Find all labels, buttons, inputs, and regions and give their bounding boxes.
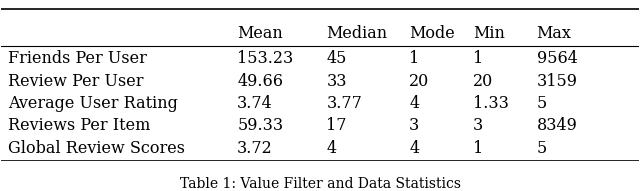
Text: 3.77: 3.77 (326, 95, 362, 112)
Text: Max: Max (537, 25, 572, 42)
Text: Median: Median (326, 25, 387, 42)
Text: 3.72: 3.72 (237, 140, 273, 157)
Text: Mode: Mode (409, 25, 455, 42)
Text: 3.74: 3.74 (237, 95, 273, 112)
Text: Table 1: Value Filter and Data Statistics: Table 1: Value Filter and Data Statistic… (179, 177, 461, 191)
Text: 4: 4 (409, 140, 419, 157)
Text: 3: 3 (409, 117, 419, 134)
Text: 1: 1 (473, 50, 483, 67)
Text: 59.33: 59.33 (237, 117, 284, 134)
Text: 17: 17 (326, 117, 347, 134)
Text: 20: 20 (409, 73, 429, 90)
Text: 3159: 3159 (537, 73, 578, 90)
Text: 4: 4 (326, 140, 337, 157)
Text: Average User Rating: Average User Rating (8, 95, 178, 112)
Text: 1: 1 (473, 140, 483, 157)
Text: 1: 1 (409, 50, 419, 67)
Text: Min: Min (473, 25, 505, 42)
Text: 9564: 9564 (537, 50, 577, 67)
Text: Global Review Scores: Global Review Scores (8, 140, 185, 157)
Text: 20: 20 (473, 73, 493, 90)
Text: Friends Per User: Friends Per User (8, 50, 147, 67)
Text: 5: 5 (537, 95, 547, 112)
Text: 45: 45 (326, 50, 347, 67)
Text: 3: 3 (473, 117, 483, 134)
Text: 33: 33 (326, 73, 347, 90)
Text: Reviews Per Item: Reviews Per Item (8, 117, 150, 134)
Text: 4: 4 (409, 95, 419, 112)
Text: 5: 5 (537, 140, 547, 157)
Text: 153.23: 153.23 (237, 50, 293, 67)
Text: Mean: Mean (237, 25, 283, 42)
Text: 1.33: 1.33 (473, 95, 509, 112)
Text: Review Per User: Review Per User (8, 73, 143, 90)
Text: 49.66: 49.66 (237, 73, 283, 90)
Text: 8349: 8349 (537, 117, 577, 134)
